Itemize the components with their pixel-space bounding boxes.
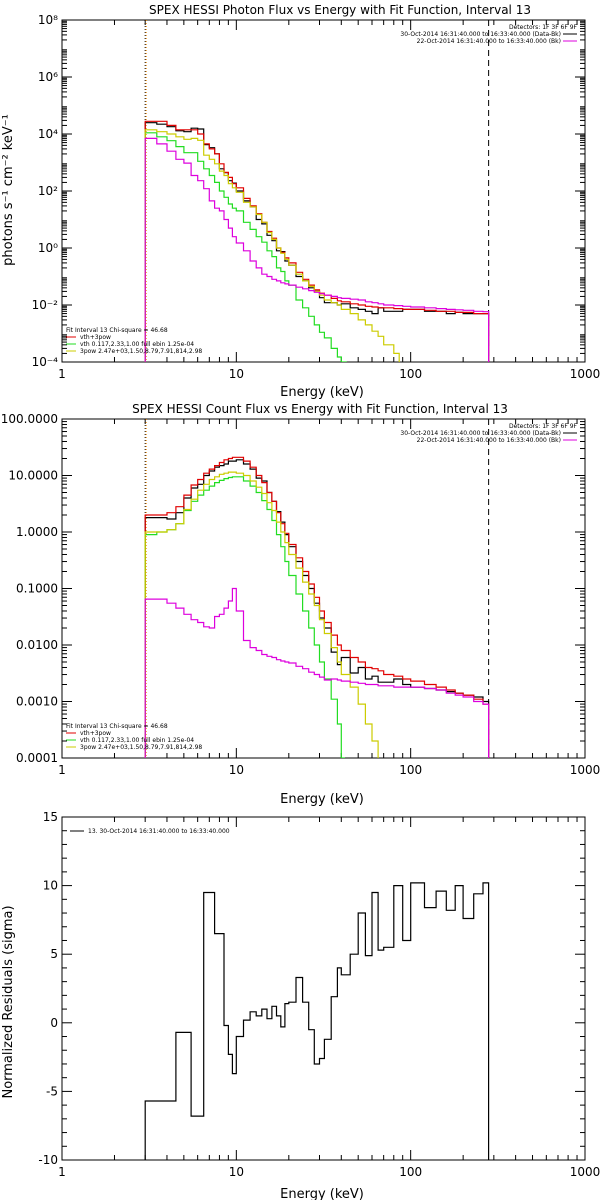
photon-flux-xtick-label: 1000 bbox=[570, 367, 600, 381]
photon-flux-xtick-label: 1 bbox=[58, 367, 66, 381]
photon-flux-panel: SPEX HESSI Photon Flux vs Energy with Fi… bbox=[1, 3, 600, 400]
photon-flux-xtick-label: 100 bbox=[399, 367, 422, 381]
count-flux-series-1-vth-3pow bbox=[144, 456, 490, 758]
count-flux-ytick-label: 0.1000 bbox=[16, 582, 58, 596]
photon-flux-fit-legend-0: Fit Interval 13 Chi-square = 46.68 bbox=[66, 327, 168, 334]
residuals-panel: Energy (keV) Normalized Residuals (sigma… bbox=[1, 810, 600, 1200]
residuals-ytick-label: -5 bbox=[46, 1084, 58, 1098]
photon-flux-ytick-label: 10⁸ bbox=[38, 13, 58, 27]
residuals-axes-frame bbox=[61, 816, 586, 1161]
residuals-xtick-label: 1000 bbox=[570, 1165, 600, 1179]
count-flux-series-3-3pow-2-47e-03-1-50-8-79-7-91-8 bbox=[144, 471, 379, 758]
photon-flux-title: SPEX HESSI Photon Flux vs Energy with Fi… bbox=[149, 3, 531, 17]
count-flux-fit-legend-1: vth+3pow bbox=[80, 730, 111, 737]
residuals-ytick-label: -10 bbox=[38, 1153, 58, 1167]
count-flux-series-0-30-oct-2014-16-31-40-000-to-16 bbox=[144, 459, 490, 758]
photon-flux-xlabel: Energy (keV) bbox=[280, 385, 364, 400]
count-flux-xtick-label: 1 bbox=[58, 763, 66, 777]
photon-flux-fit-legend-2: vth 0.117,2.33,1.00 full ebin 1.25e-04 bbox=[80, 341, 194, 348]
photon-flux-ytick-label: 10⁰ bbox=[38, 241, 58, 255]
residuals-ytick-label: 5 bbox=[50, 947, 58, 961]
photon-flux-axes-frame bbox=[61, 19, 586, 363]
photon-flux-series-0-30-oct-2014-16-31-40-000-to-16 bbox=[144, 122, 490, 362]
count-flux-xtick-label: 1000 bbox=[570, 763, 600, 777]
count-flux-xtick-label: 100 bbox=[399, 763, 422, 777]
count-flux-fit-legend-0: Fit Interval 13 Chi-square = 46.68 bbox=[66, 723, 168, 730]
photon-flux-ytick-label: 10⁴ bbox=[38, 127, 58, 141]
residuals-xtick-label: 1 bbox=[58, 1165, 66, 1179]
count-flux-fit-legend-3: 3pow 2.47e+03,1.50,8.79,7.91,814,2.98 bbox=[80, 744, 202, 751]
photon-flux-series-2-vth-0-117-2-33-1-00-full-ebin- bbox=[144, 132, 347, 362]
count-flux-xlabel: Energy (keV) bbox=[280, 792, 364, 807]
count-flux-axes-frame bbox=[61, 418, 586, 759]
count-flux-legend-header-1: 30-Oct-2014 16:31:40.000 to 16:33:40.000… bbox=[400, 430, 561, 437]
count-flux-legend-header-2: 22-Oct-2014 16:31:40.000 to 16:33:40.000… bbox=[417, 437, 561, 444]
photon-flux-legend-header-0: Detectors: 1F 3F 6F 9F bbox=[509, 24, 578, 31]
residuals-ytick-label: 0 bbox=[50, 1016, 58, 1030]
count-flux-ytick-label: 0.0100 bbox=[16, 638, 58, 652]
count-flux-series-2-vth-0-117-2-33-1-00-full-ebin- bbox=[144, 476, 345, 758]
count-flux-ytick-label: 1.0000 bbox=[16, 525, 58, 539]
residuals-xtick-label: 10 bbox=[229, 1165, 244, 1179]
count-flux-fit-legend-2: vth 0.117,2.33,1.00 full ebin 1.25e-04 bbox=[80, 737, 194, 744]
photon-flux-ylabel: photons s⁻¹ cm⁻² keV⁻¹ bbox=[1, 114, 16, 266]
count-flux-panel: SPEX HESSI Count Flux vs Energy with Fit… bbox=[1, 402, 600, 807]
photon-flux-series-1-vth-3pow bbox=[144, 120, 490, 362]
photon-flux-xtick-label: 10 bbox=[229, 367, 244, 381]
count-flux-legend-header-0: Detectors: 1F 3F 6F 9F bbox=[509, 423, 578, 430]
residuals-ylabel: Normalized Residuals (sigma) bbox=[1, 905, 16, 1098]
count-flux-title: SPEX HESSI Count Flux vs Energy with Fit… bbox=[132, 402, 508, 416]
count-flux-xtick-label: 10 bbox=[229, 763, 244, 777]
photon-flux-series-3-3pow-2-47e-03-1-50-8-79-7-91-8 bbox=[144, 129, 400, 362]
photon-flux-ytick-label: 10⁶ bbox=[38, 70, 58, 84]
residuals-ytick-label: 10 bbox=[43, 879, 58, 893]
residuals-ytick-label: 15 bbox=[43, 810, 58, 824]
photon-flux-ytick-label: 10⁻⁴ bbox=[32, 355, 59, 369]
residuals-xtick-label: 100 bbox=[399, 1165, 422, 1179]
count-flux-ytick-label: 0.0001 bbox=[16, 751, 58, 765]
residuals-xlabel: Energy (keV) bbox=[280, 1187, 364, 1200]
photon-flux-series-4-22-oct-2014-16-31-40-000-to-16 bbox=[144, 137, 490, 362]
count-flux-ytick-label: 100.0000 bbox=[1, 412, 58, 426]
count-flux-series-4-22-oct-2014-16-31-40-000-to-16 bbox=[144, 587, 490, 758]
photon-flux-ytick-label: 10⁻² bbox=[32, 298, 59, 312]
count-flux-ytick-label: 10.0000 bbox=[8, 469, 58, 483]
residuals-series-0-13-30-oct-2014-16-31-40-000-to bbox=[144, 882, 490, 1160]
photon-flux-fit-legend-3: 3pow 2.47e+03,1.50,8.79,7.91,814,2.98 bbox=[80, 348, 202, 355]
count-flux-ytick-label: 0.0010 bbox=[16, 695, 58, 709]
photon-flux-legend-header-2: 22-Oct-2014 16:31:40.000 to 16:33:40.000… bbox=[417, 38, 561, 45]
photon-flux-legend-header-1: 30-Oct-2014 16:31:40.000 to 16:33:40.000… bbox=[400, 31, 561, 38]
photon-flux-fit-legend-1: vth+3pow bbox=[80, 334, 111, 341]
residuals-legend-entry: 13. 30-Oct-2014 16:31:40.000 to 16:33:40… bbox=[88, 828, 230, 835]
photon-flux-ytick-label: 10² bbox=[38, 184, 58, 198]
